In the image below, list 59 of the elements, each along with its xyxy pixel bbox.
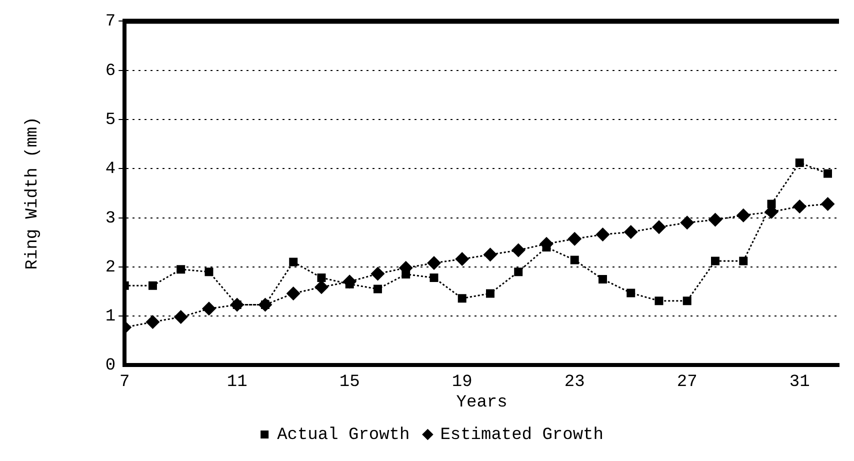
point [824,169,832,178]
y-tick-label: 1 [105,308,116,327]
point [314,280,328,294]
point [176,265,186,274]
y-tick-label: 4 [105,160,116,180]
point [736,208,750,222]
y-tick-label: 0 [105,356,116,376]
point [654,296,664,306]
point [682,296,692,306]
legend-label: Estimated Growth [440,426,604,445]
point [711,256,720,266]
point [483,248,498,262]
point [511,243,526,258]
point [708,212,722,227]
x-axis-title: Years [456,393,508,412]
point [455,252,470,266]
point [596,227,610,242]
y-tick-label: 3 [105,209,116,228]
point [624,225,638,240]
point [402,270,410,279]
point [317,273,326,282]
point [373,284,382,294]
y-axis-title: Ring Width (mm) [24,116,43,270]
point [426,256,441,270]
point [626,288,636,298]
point [204,268,214,276]
x-tick-label: 23 [564,372,585,392]
point [148,281,157,290]
point [458,294,466,303]
point [568,232,582,246]
legend-label: Actual Growth [277,426,410,445]
x-tick-label: 27 [676,372,698,392]
point [430,273,438,282]
point [739,256,748,266]
point [370,266,385,281]
point [767,200,776,208]
x-tick-label: 7 [120,372,130,392]
x-tick-label: 15 [339,372,360,392]
point [286,286,300,300]
y-tick-label: 5 [105,110,116,130]
point [570,256,579,264]
y-tick-label: 7 [105,12,116,32]
point [598,274,607,284]
y-tick-label: 6 [105,62,116,81]
point [514,268,523,276]
point [146,314,160,329]
y-tick-label: 2 [105,258,116,278]
point [486,289,494,298]
point [174,310,188,324]
point [820,197,835,212]
x-tick-label: 11 [226,372,248,392]
point [795,158,804,167]
point [680,216,694,230]
x-tick-label: 31 [789,372,810,392]
point [289,258,298,266]
point [652,220,666,234]
point [792,199,807,214]
point [202,302,216,316]
x-tick-label: 19 [452,372,472,392]
